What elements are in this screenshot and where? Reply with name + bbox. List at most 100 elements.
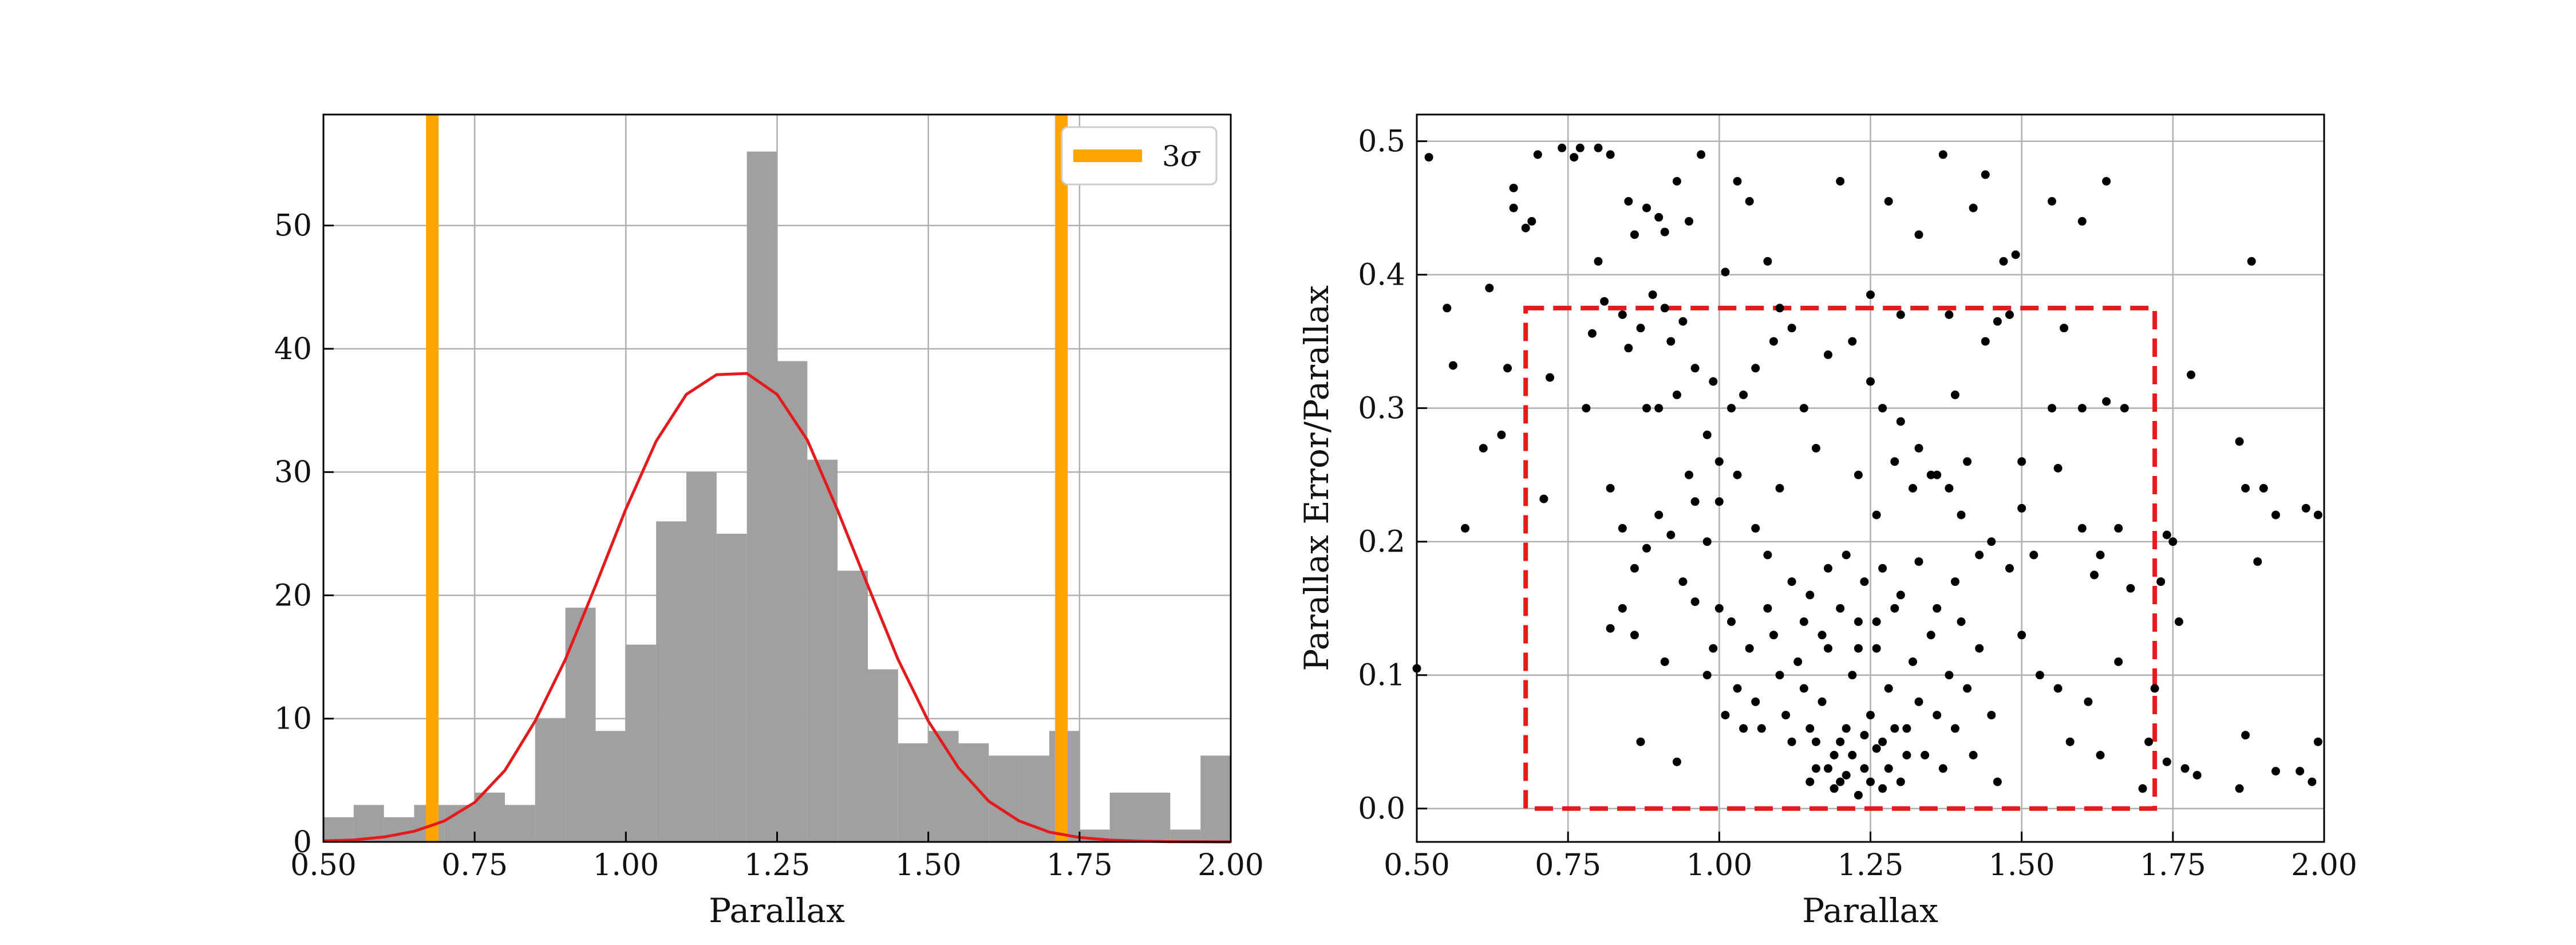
scatter-point xyxy=(1739,390,1748,399)
scatter-point xyxy=(1443,304,1452,313)
scatter-point xyxy=(1818,697,1827,706)
scatter-point xyxy=(2060,324,2069,333)
scatter-x-tick-label: 2.00 xyxy=(2291,848,2357,883)
scatter-point xyxy=(1618,604,1627,613)
scatter-point xyxy=(2048,197,2056,206)
histogram-bar xyxy=(928,731,959,842)
scatter-point xyxy=(1546,373,1554,382)
scatter-point xyxy=(1606,150,1615,159)
scatter-point xyxy=(1969,751,1978,759)
scatter-point xyxy=(1805,590,1815,600)
histogram-bar xyxy=(595,731,626,842)
scatter-point xyxy=(1933,604,1942,613)
scatter-point xyxy=(1926,631,1935,640)
scatter-point xyxy=(1902,751,1911,759)
histogram-bar xyxy=(384,817,414,842)
scatter-point xyxy=(1921,751,1930,759)
scatter-point xyxy=(1733,684,1742,693)
scatter-point xyxy=(2301,503,2310,513)
histogram-bar xyxy=(716,533,747,842)
scatter-point xyxy=(1630,631,1639,640)
scatter-point xyxy=(1866,777,1875,786)
scatter-point xyxy=(1660,227,1669,237)
scatter-point xyxy=(1842,724,1851,733)
scatter-point xyxy=(1636,737,1645,746)
histogram-panel: 0.50 0.75 1.00 1.25 1.50 1.75 2.0001020304050 … xyxy=(274,113,1264,930)
scatter-point xyxy=(1678,317,1688,326)
histogram-x-axis-label: Parallax xyxy=(709,891,845,930)
scatter-point xyxy=(1745,197,1754,206)
scatter-point xyxy=(1842,771,1851,779)
scatter-point xyxy=(1914,444,1923,453)
scatter-point xyxy=(1745,644,1754,653)
scatter-point xyxy=(1509,183,1518,192)
scatter-point xyxy=(1709,377,1718,386)
scatter-point xyxy=(1751,697,1760,706)
scatter-point xyxy=(1539,494,1548,503)
scatter-point xyxy=(1945,310,1954,319)
scatter-point xyxy=(1987,537,1996,546)
scatter-point xyxy=(1884,684,1893,693)
scatter-point xyxy=(1805,777,1815,786)
scatter-point xyxy=(1914,557,1923,566)
scatter-point xyxy=(1630,230,1639,239)
scatter-point xyxy=(1933,470,1942,479)
scatter-point xyxy=(1842,550,1851,560)
scatter-point xyxy=(1666,530,1676,540)
histogram-bar xyxy=(958,743,989,842)
scatter-point xyxy=(1993,777,2002,786)
scatter-point xyxy=(1697,150,1706,159)
scatter-point xyxy=(1872,744,1881,753)
scatter-point xyxy=(1787,324,1796,333)
scatter-point xyxy=(2259,484,2268,493)
histogram-y-tick-label: 40 xyxy=(274,332,312,367)
scatter-point xyxy=(1884,197,1893,206)
histogram-bar xyxy=(1170,829,1201,842)
scatter-point xyxy=(1721,711,1730,720)
histogram-x-tick-label: 1.50 xyxy=(895,848,962,883)
scatter-point xyxy=(1733,470,1742,479)
scatter-point xyxy=(1654,404,1664,413)
scatter-point xyxy=(1824,764,1832,773)
scatter-point xyxy=(1933,711,1942,720)
scatter-point xyxy=(2235,784,2244,793)
scatter-point xyxy=(1751,364,1760,373)
histogram-bar xyxy=(353,805,384,842)
scatter-point xyxy=(1854,644,1863,653)
histogram-bar xyxy=(686,472,717,842)
histogram-bar xyxy=(656,521,686,842)
histogram-bar xyxy=(323,817,354,842)
scatter-point xyxy=(1860,731,1869,740)
scatter-point xyxy=(2156,577,2166,586)
scatter-x-axis-label: Parallax xyxy=(1802,891,1938,930)
scatter-point xyxy=(1714,457,1724,466)
scatter-point xyxy=(2168,537,2178,546)
scatter-point xyxy=(1896,590,1905,600)
scatter-point xyxy=(1866,377,1875,386)
scatter-point xyxy=(2017,631,2026,640)
scatter-x-tick-label: 1.25 xyxy=(1838,848,1904,883)
scatter-point xyxy=(2077,216,2087,226)
histogram-bars xyxy=(323,151,1231,842)
scatter-y-axis-label: Parallax Error/Parallax xyxy=(1297,285,1336,671)
legend: 3σ xyxy=(1061,126,1218,186)
scatter-point xyxy=(2017,457,2026,466)
scatter-point xyxy=(1642,404,1651,413)
scatter-point xyxy=(1818,631,1827,640)
scatter-point xyxy=(1587,329,1597,338)
histogram-x-tick-label: 2.00 xyxy=(1198,848,1264,883)
scatter-point xyxy=(1709,644,1718,653)
scatter-point xyxy=(1799,404,1808,413)
scatter-point xyxy=(1896,417,1905,426)
sigma-lines xyxy=(426,115,1068,842)
scatter-y-tick-label: 0.3 xyxy=(1358,392,1405,426)
scatter-point xyxy=(2077,523,2087,533)
scatter-point xyxy=(1981,170,1990,179)
scatter-point xyxy=(1945,484,1954,493)
scatter-point xyxy=(1509,203,1518,212)
scatter-point xyxy=(1799,684,1808,693)
scatter-point xyxy=(2162,530,2171,540)
scatter-point xyxy=(1527,216,1536,226)
scatter-point xyxy=(1872,617,1881,626)
histogram-x-tick-label: 1.00 xyxy=(592,848,659,883)
